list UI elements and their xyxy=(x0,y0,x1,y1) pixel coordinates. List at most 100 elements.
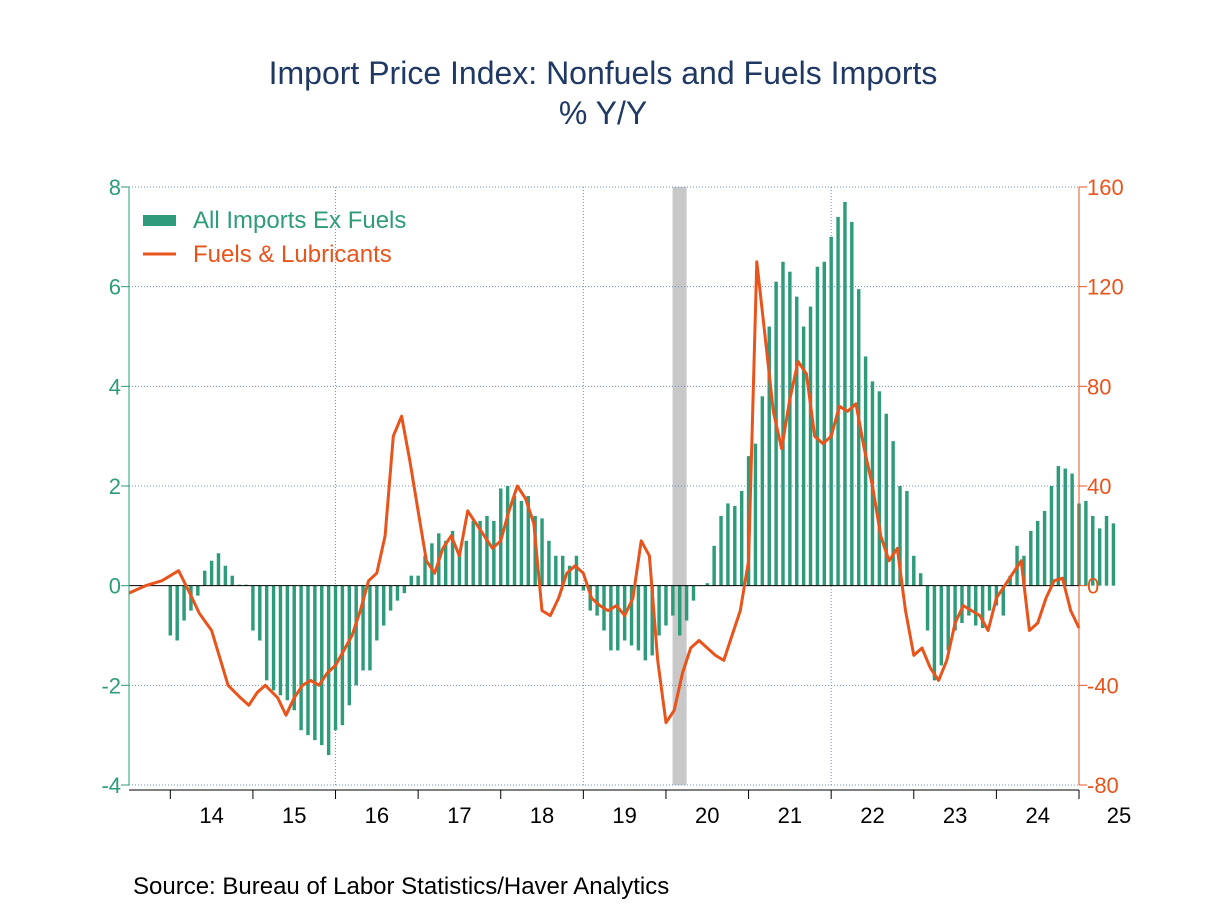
bar xyxy=(712,545,716,586)
bar xyxy=(492,520,496,586)
bar xyxy=(209,560,214,586)
bar xyxy=(753,443,758,586)
bar xyxy=(464,540,469,586)
bar xyxy=(1008,575,1012,586)
bar xyxy=(953,585,957,631)
bar xyxy=(1022,555,1026,586)
bar xyxy=(354,585,358,686)
x-axis-ticks: 14 15 16 17 18 19 20 21 22 23 24 25 xyxy=(169,790,1131,828)
bar xyxy=(760,396,765,586)
bar xyxy=(671,585,675,616)
bar xyxy=(1111,523,1116,586)
chart-title: Import Price Index: Nonfuels and Fuels I… xyxy=(269,55,938,91)
bar xyxy=(1084,500,1088,586)
bar xyxy=(905,490,909,586)
bar xyxy=(271,585,276,691)
x-tick-label: 18 xyxy=(530,803,554,828)
legend-label-line: Fuels & Lubricants xyxy=(193,241,392,268)
bar xyxy=(430,543,434,586)
bar xyxy=(223,565,228,586)
right-tick-label: 40 xyxy=(1087,474,1111,499)
bar xyxy=(960,585,964,624)
bar xyxy=(278,585,283,696)
bar xyxy=(402,585,407,594)
bar xyxy=(168,585,173,636)
bar xyxy=(705,583,709,586)
x-tick-label: 14 xyxy=(199,803,223,828)
recession-shading-layer xyxy=(672,187,687,785)
bar xyxy=(1070,473,1074,586)
bar xyxy=(416,575,420,586)
bar xyxy=(643,585,648,661)
bar xyxy=(877,391,882,586)
x-tick-label: 23 xyxy=(943,803,967,828)
bar xyxy=(540,518,544,586)
bar xyxy=(739,490,744,586)
x-tick-label: 21 xyxy=(778,803,802,828)
bar xyxy=(443,540,448,586)
bar xyxy=(485,515,489,586)
bar xyxy=(313,585,317,741)
bar xyxy=(264,585,269,681)
x-tick-label: 17 xyxy=(447,803,471,828)
bar xyxy=(767,326,771,586)
right-tick-label: -80 xyxy=(1087,773,1119,798)
bar xyxy=(946,585,950,651)
bar xyxy=(939,585,944,666)
bar xyxy=(678,585,682,636)
bar xyxy=(1035,520,1040,586)
bar-series-all-imports-ex-fuels xyxy=(168,201,1116,756)
bar xyxy=(574,555,579,586)
left-tick-label: 4 xyxy=(109,374,121,399)
bar xyxy=(258,585,262,641)
right-tick-label: -40 xyxy=(1087,673,1119,698)
bar xyxy=(636,585,641,651)
bar xyxy=(829,236,833,586)
bar xyxy=(478,520,482,586)
bar xyxy=(1056,466,1061,586)
bar xyxy=(884,413,888,586)
gridlines xyxy=(129,186,1080,786)
x-tick-label: 22 xyxy=(860,803,884,828)
right-tick-label: 80 xyxy=(1087,374,1111,399)
bar xyxy=(733,505,737,586)
bar xyxy=(333,585,338,731)
bar xyxy=(609,585,613,651)
bar xyxy=(547,540,551,586)
bar xyxy=(795,296,799,586)
bar xyxy=(856,289,861,586)
bar xyxy=(1029,530,1033,586)
bar xyxy=(726,503,730,586)
bar xyxy=(808,306,813,586)
bar xyxy=(1042,510,1047,586)
x-tick-label: 20 xyxy=(695,803,719,828)
bar xyxy=(650,585,654,656)
bar xyxy=(388,585,393,611)
bar xyxy=(381,585,386,626)
source-note: Source: Bureau of Labor Statistics/Haver… xyxy=(133,873,669,900)
bar xyxy=(843,201,847,586)
bar xyxy=(450,530,455,586)
bar xyxy=(347,585,352,706)
bar xyxy=(815,266,820,586)
x-tick-label: 25 xyxy=(1107,803,1131,828)
bar xyxy=(684,585,689,621)
bar xyxy=(567,565,572,586)
bar xyxy=(554,555,558,586)
bar xyxy=(519,500,524,586)
left-tick-label: -4 xyxy=(101,773,121,798)
bar xyxy=(1001,585,1005,616)
bar xyxy=(801,326,806,586)
bar xyxy=(898,486,902,586)
bar xyxy=(781,261,785,586)
bar xyxy=(375,585,379,641)
axes xyxy=(128,187,1080,791)
left-tick-label: 6 xyxy=(109,275,121,300)
x-tick-label: 19 xyxy=(612,803,636,828)
bar xyxy=(423,555,427,586)
bar xyxy=(292,585,296,711)
bar xyxy=(196,585,200,596)
right-tick-label: 160 xyxy=(1087,175,1124,200)
bar xyxy=(505,486,510,586)
